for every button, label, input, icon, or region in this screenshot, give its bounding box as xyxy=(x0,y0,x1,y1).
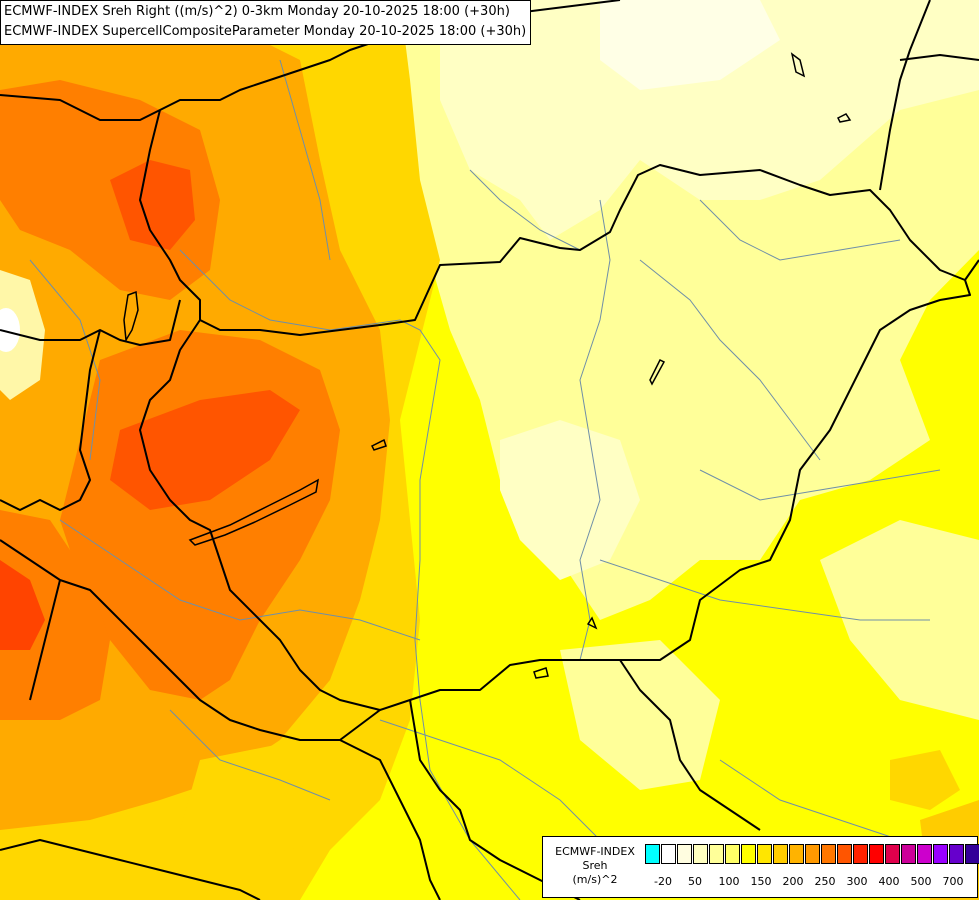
border-south-c xyxy=(339,739,441,900)
legend-swatch xyxy=(709,844,724,864)
legend-tick-label: 400 xyxy=(878,875,900,888)
border-serbia xyxy=(409,699,581,900)
legend-title-line-2: Sreh xyxy=(582,859,608,872)
legend-tick-label: 500 xyxy=(910,875,932,888)
border-east-ro xyxy=(964,259,979,281)
border-hungary xyxy=(139,164,971,711)
legend-swatch xyxy=(869,844,884,864)
color-legend: ECMWF-INDEX Sreh (m/s)^2 -20 50 100 150 200 2… xyxy=(542,836,979,898)
border-west-2 xyxy=(0,329,101,511)
legend-swatch xyxy=(933,844,948,864)
lake-small-1 xyxy=(370,438,387,451)
legend-swatch xyxy=(645,844,660,864)
lakes xyxy=(123,52,852,679)
field-darkorange-sw xyxy=(0,510,110,720)
lake-small-5 xyxy=(586,616,598,630)
legend-tick-label: 200 xyxy=(782,875,804,888)
legend-title: ECMWF-INDEX Sreh (m/s)^2 xyxy=(545,845,645,887)
legend-swatch xyxy=(693,844,708,864)
field-white-west xyxy=(0,308,20,352)
legend-swatch xyxy=(837,844,852,864)
lake-small-4 xyxy=(533,667,549,679)
map-title-line-1: ECMWF-INDEX Sreh Right ((m/s)^2) 0-3km M… xyxy=(4,4,510,19)
field-lightorange-se xyxy=(890,750,960,810)
legend-swatch xyxy=(725,844,740,864)
border-ro-1 xyxy=(619,659,761,831)
legend-tick-label: 100 xyxy=(718,875,740,888)
border-austria-sk xyxy=(139,109,201,320)
field-pale-south xyxy=(560,640,720,790)
legend-tick-label: 150 xyxy=(750,875,772,888)
legend-swatch xyxy=(917,844,932,864)
legend-swatch xyxy=(805,844,820,864)
lake-balaton xyxy=(188,478,319,546)
legend-swatch xyxy=(677,844,692,864)
lake-small-2 xyxy=(790,52,806,78)
legend-swatch xyxy=(949,844,964,864)
field-redorange-sw xyxy=(0,560,45,650)
map-title-line-2: ECMWF-INDEX SupercellCompositeParameter … xyxy=(4,24,527,39)
legend-title-line-1: ECMWF-INDEX xyxy=(555,845,635,858)
legend-title-line-3: (m/s)^2 xyxy=(572,873,618,886)
legend-swatches xyxy=(645,844,979,864)
legend-tick-label: -20 xyxy=(654,875,672,888)
legend-swatch xyxy=(901,844,916,864)
field-white-patch xyxy=(600,0,780,90)
legend-swatch xyxy=(853,844,868,864)
border-ne xyxy=(879,0,931,191)
legend-swatch xyxy=(965,844,979,864)
legend-ticks: -20 50 100 150 200 250 300 400 500 700 xyxy=(645,875,975,889)
lake-small-3 xyxy=(836,113,852,123)
rivers xyxy=(29,59,941,900)
border-south-w xyxy=(0,839,261,900)
legend-tick-label: 300 xyxy=(846,875,868,888)
lake-neusiedl xyxy=(123,290,139,343)
legend-swatch xyxy=(757,844,772,864)
legend-swatch xyxy=(661,844,676,864)
map-title-box: ECMWF-INDEX Sreh Right ((m/s)^2) 0-3km M… xyxy=(0,0,532,45)
legend-swatch xyxy=(789,844,804,864)
border-ne2 xyxy=(899,54,979,61)
field-pale-center xyxy=(500,420,640,580)
lake-small-6 xyxy=(649,358,666,386)
field-redorange-nw xyxy=(110,160,195,250)
legend-swatch xyxy=(821,844,836,864)
legend-swatch xyxy=(885,844,900,864)
border-sw xyxy=(29,579,61,701)
field-lightorange-south xyxy=(180,740,360,860)
legend-swatch xyxy=(773,844,788,864)
legend-tick-label: 250 xyxy=(814,875,836,888)
legend-tick-label: 700 xyxy=(942,875,964,888)
field-paler-north xyxy=(440,0,979,240)
legend-swatch xyxy=(741,844,756,864)
legend-tick-label: 50 xyxy=(688,875,702,888)
border-west-1 xyxy=(0,299,181,346)
